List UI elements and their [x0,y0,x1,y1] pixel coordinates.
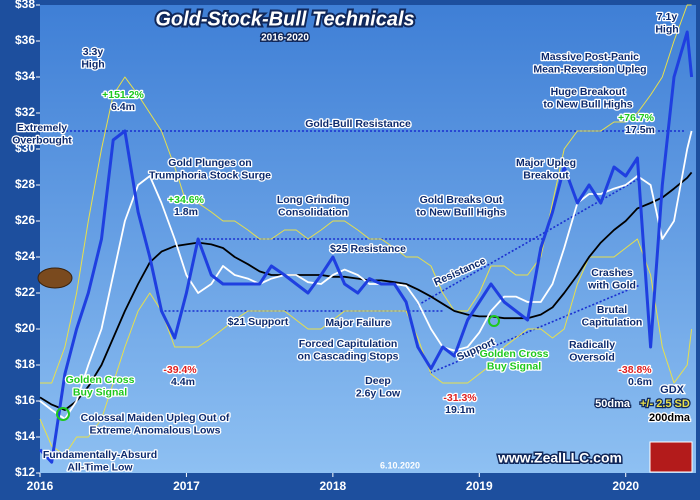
annotation: -39.4% [163,364,197,376]
y-tick-label: $38 [15,0,35,11]
y-tick-label: $14 [15,429,35,443]
annotation: Brutal [597,304,627,316]
legend-entry: 50dma [595,398,631,410]
annotation: 19.1m [445,404,475,416]
y-tick-label: $16 [15,393,35,407]
annotation: to New Bull Highs [543,98,632,110]
plot-layer [36,4,694,477]
annotation: Buy Signal [487,360,541,372]
y-tick-label: $36 [15,33,35,47]
x-tick-label: 2016 [27,479,54,493]
annotation: Overbought [12,134,72,146]
reference-label: $25 Resistance [330,243,406,255]
series-line [38,30,694,464]
annotation: Oversold [569,351,615,363]
y-tick-label: $24 [15,249,35,263]
bull-icon [37,267,73,289]
logo [649,441,693,473]
annotation: Massive Post-Panic [541,51,639,63]
annotation: Forced Capitulation [299,338,398,350]
marker-circle [488,315,500,327]
annotation: Mean-Reversion Upleg [533,63,646,75]
annotation: Long Grinding [277,194,349,206]
chart-title: Gold-Stock-Bull Technicals [155,8,414,30]
legend-entry: +/- 2.5 SD [640,398,690,410]
annotation: on Cascading Stops [298,350,399,362]
y-tick-label: $32 [15,105,35,119]
annotation: +151.2% [102,89,144,101]
x-tick-label: 2019 [466,479,493,493]
annotation: 17.5m [625,124,655,136]
annotation: Extreme Anomalous Lows [90,424,221,436]
annotation: -38.8% [618,364,652,376]
annotation: 1.8m [174,206,198,218]
x-tick-label: 2020 [612,479,639,493]
y-tick-label: $12 [15,465,35,479]
y-tick-label: $20 [15,321,35,335]
annotation: Fundamentally-Absurd [43,449,157,461]
legend-entry: GDX [660,384,685,396]
annotation: +34.6% [168,194,205,206]
date-stamp: 6.10.2020 [380,460,420,470]
annotation: Huge Breakout [551,86,626,98]
reference-label: $21 Support [228,316,289,328]
annotation: High [655,23,678,35]
annotation: Golden Cross [66,374,135,386]
annotation: All-Time Low [67,461,133,473]
y-tick-label: $34 [15,69,35,83]
y-tick-label: $28 [15,177,35,191]
annotation: Deep [365,375,391,387]
legend-entry: 200dma [649,412,691,424]
chart-subtitle: 2016-2020 [261,33,309,44]
y-tick-label: $18 [15,357,35,371]
annotation: Extremely [17,122,67,134]
annotation: Buy Signal [73,386,127,398]
annotation: 2.6y Low [356,387,401,399]
annotation: Trumphoria Stock Surge [149,169,271,181]
series-line [39,130,693,420]
series-line [40,4,692,384]
annotation: -31.3% [443,392,477,404]
source: www.ZealLLC.com [497,450,622,466]
annotation: 3.3y [83,46,104,58]
x-tick-label: 2017 [173,479,200,493]
y-tick-label: $22 [15,285,35,299]
annotation: Golden Cross [480,348,549,360]
reference-label: Gold-Bull Resistance [305,118,411,130]
annotation: Major Failure [325,317,391,329]
annotation: 4.4m [171,376,195,388]
y-tick-label: $30 [15,141,35,155]
annotation: Consolidation [278,206,348,218]
y-tick-label: $26 [15,213,35,227]
annotation: 7.1y [657,11,678,23]
annotation: +76.7% [618,112,655,124]
annotation: Radically [569,339,615,351]
marker-circle [56,407,70,421]
annotation: Breakout [523,169,569,181]
annotation: Capitulation [582,316,643,328]
annotation: 6.4m [111,101,135,113]
x-tick-label: 2018 [320,479,347,493]
annotation: with Gold [587,279,636,291]
annotation: to New Bull Highs [416,206,505,218]
annotation: Major Upleg [516,157,576,169]
annotation: Gold Breaks Out [420,194,503,206]
annotation: Colossal Maiden Upleg Out of [81,412,230,424]
annotation: Gold Plunges on [168,157,251,169]
annotation: High [81,58,104,70]
annotation: Crashes [591,267,633,279]
plot-area [40,5,696,473]
annotation: 0.6m [628,376,652,388]
